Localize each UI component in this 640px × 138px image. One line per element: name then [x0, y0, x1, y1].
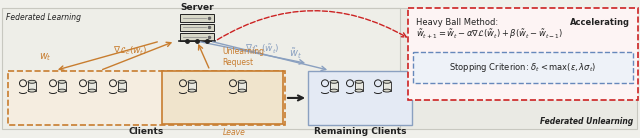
FancyBboxPatch shape	[238, 82, 246, 91]
FancyBboxPatch shape	[180, 23, 214, 31]
Ellipse shape	[238, 89, 246, 92]
Text: Remaining Clients: Remaining Clients	[314, 127, 406, 136]
FancyBboxPatch shape	[58, 82, 66, 91]
Ellipse shape	[58, 89, 66, 92]
Ellipse shape	[330, 80, 338, 83]
FancyBboxPatch shape	[88, 82, 96, 91]
FancyBboxPatch shape	[180, 14, 214, 22]
Ellipse shape	[88, 89, 96, 92]
Text: $\tilde{w}_t$: $\tilde{w}_t$	[289, 47, 301, 61]
Text: Heavy Ball Method:: Heavy Ball Method:	[416, 18, 498, 27]
Ellipse shape	[355, 80, 363, 83]
Ellipse shape	[28, 89, 36, 92]
FancyBboxPatch shape	[413, 52, 633, 83]
Text: Unlearning
Request: Unlearning Request	[222, 47, 264, 67]
FancyBboxPatch shape	[118, 82, 126, 91]
FancyBboxPatch shape	[408, 8, 638, 100]
Text: Server: Server	[180, 3, 214, 12]
FancyBboxPatch shape	[308, 71, 412, 125]
Ellipse shape	[58, 80, 66, 83]
Ellipse shape	[238, 80, 246, 83]
Text: Clients: Clients	[129, 127, 164, 136]
FancyBboxPatch shape	[298, 8, 637, 129]
Text: Stopping Criterion: $\delta_t < \max(\varepsilon, \lambda\sigma_t)$: Stopping Criterion: $\delta_t < \max(\va…	[449, 61, 596, 74]
Ellipse shape	[383, 80, 391, 83]
Text: Federated Unlearning: Federated Unlearning	[540, 117, 633, 126]
FancyBboxPatch shape	[383, 82, 391, 91]
Ellipse shape	[188, 89, 196, 92]
Text: $\nabla\mathcal{L}_c(\tilde{w}_t)$: $\nabla\mathcal{L}_c(\tilde{w}_t)$	[244, 42, 279, 56]
Ellipse shape	[383, 89, 391, 92]
Ellipse shape	[355, 89, 363, 92]
FancyBboxPatch shape	[355, 82, 363, 91]
Text: Federated Learning: Federated Learning	[6, 13, 81, 22]
FancyBboxPatch shape	[8, 71, 285, 125]
Text: $\tilde{w}_{t+1} = \tilde{w}_t - \alpha\nabla\mathcal{L}(\tilde{w}_t) + \beta(\t: $\tilde{w}_{t+1} = \tilde{w}_t - \alpha\…	[416, 27, 563, 41]
FancyBboxPatch shape	[180, 33, 214, 41]
Text: Leave: Leave	[223, 128, 246, 137]
FancyBboxPatch shape	[2, 8, 400, 129]
Text: $w_t$: $w_t$	[38, 51, 51, 63]
FancyBboxPatch shape	[188, 82, 196, 91]
Ellipse shape	[118, 89, 126, 92]
FancyBboxPatch shape	[162, 71, 283, 124]
FancyBboxPatch shape	[28, 82, 36, 91]
Ellipse shape	[118, 80, 126, 83]
Ellipse shape	[188, 80, 196, 83]
Ellipse shape	[28, 80, 36, 83]
Text: $\nabla\mathcal{L}_c(w_t)$: $\nabla\mathcal{L}_c(w_t)$	[113, 45, 147, 57]
Ellipse shape	[330, 89, 338, 92]
FancyBboxPatch shape	[330, 82, 338, 91]
Text: Accelerating: Accelerating	[570, 18, 630, 27]
Ellipse shape	[88, 80, 96, 83]
